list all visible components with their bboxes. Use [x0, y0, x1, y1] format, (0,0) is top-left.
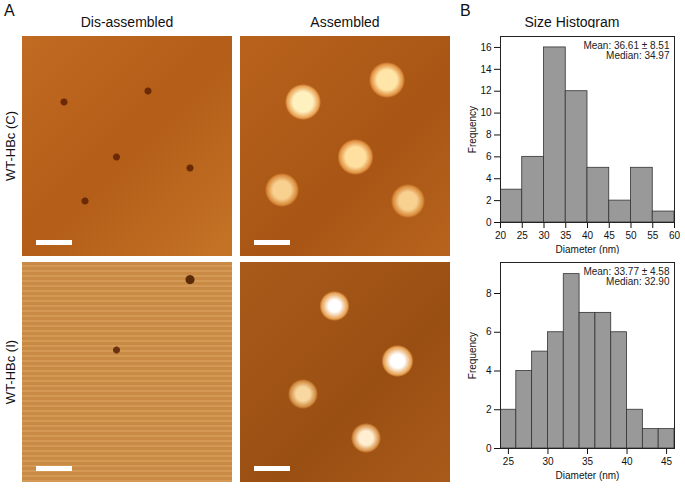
svg-text:0: 0 [486, 217, 492, 228]
svg-text:4: 4 [486, 173, 492, 184]
svg-text:4: 4 [486, 365, 492, 376]
svg-text:Mean: 36.61 ± 8.51Median: 34.9: Mean: 36.61 ± 8.51Median: 34.97 [583, 40, 670, 61]
svg-text:25: 25 [517, 230, 529, 241]
html-text:Size Histogram: Size Histogram [524, 14, 620, 30]
svg-text:6: 6 [486, 326, 492, 337]
svg-text:2: 2 [486, 195, 492, 206]
svg-text:10: 10 [480, 107, 492, 118]
svg-text:Diameter (nm): Diameter (nm) [556, 470, 620, 481]
svg-text:8: 8 [486, 129, 492, 140]
svg-text:2: 2 [486, 404, 492, 415]
svg-text:16: 16 [480, 42, 492, 53]
svg-text:35: 35 [582, 456, 594, 467]
svg-text:45: 45 [661, 456, 673, 467]
svg-text:12: 12 [480, 85, 492, 96]
svg-text:30: 30 [542, 456, 554, 467]
svg-text:0: 0 [486, 443, 492, 454]
html-text:A: A [4, 2, 15, 19]
svg-text:60: 60 [669, 230, 681, 241]
html-text:B: B [460, 2, 471, 19]
html-text:Dis-assembled: Dis-assembled [80, 14, 174, 30]
svg-text:Diameter (nm): Diameter (nm) [556, 244, 620, 255]
svg-text:8: 8 [486, 288, 492, 299]
svg-text:30: 30 [538, 230, 550, 241]
html-text:Assembled: Assembled [310, 14, 380, 30]
html-text:WT-HBc (I): WT-HBc (I) [3, 339, 18, 405]
svg-text:55: 55 [647, 230, 659, 241]
svg-text:14: 14 [480, 64, 492, 75]
svg-text:6: 6 [486, 151, 492, 162]
svg-text:25: 25 [503, 456, 515, 467]
svg-text:50: 50 [625, 230, 637, 241]
svg-text:20: 20 [495, 230, 507, 241]
svg-text:40: 40 [582, 230, 594, 241]
html-text:WT-HBc (C): WT-HBc (C) [3, 111, 18, 181]
svg-text:40: 40 [621, 456, 633, 467]
svg-text:Frequency: Frequency [467, 332, 478, 379]
svg-text:Frequency: Frequency [467, 106, 478, 153]
svg-text:35: 35 [560, 230, 572, 241]
svg-text:45: 45 [604, 230, 616, 241]
svg-text:Mean: 33.77 ± 4.58Median: 32.9: Mean: 33.77 ± 4.58Median: 32.90 [583, 266, 670, 287]
